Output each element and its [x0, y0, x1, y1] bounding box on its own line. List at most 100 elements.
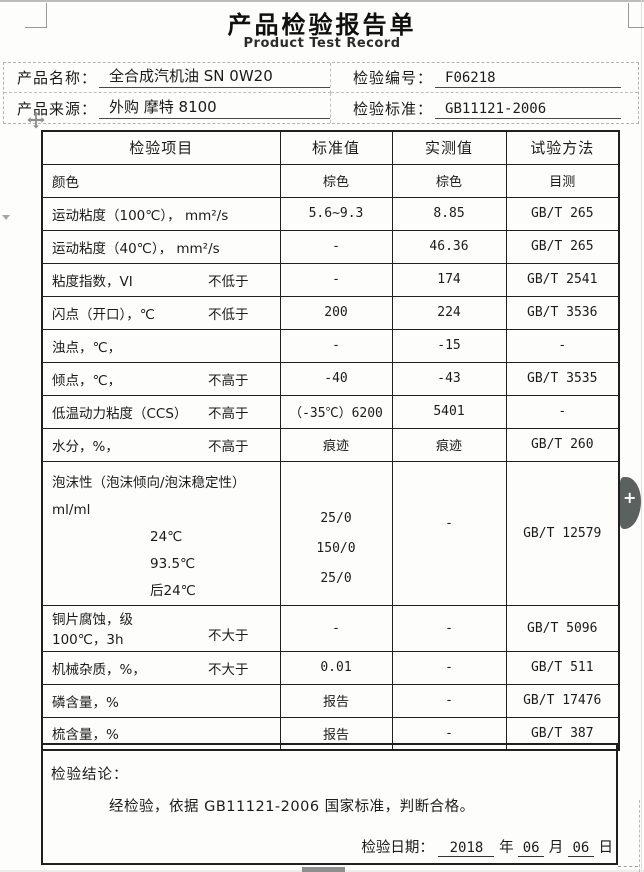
- info-field-label: 检验标准：: [353, 100, 434, 118]
- info-field-value: GB11121-2006: [435, 101, 622, 119]
- item-line: 运动粘度（40℃）， mm²/s: [52, 240, 220, 257]
- cell-item: 铜片腐蚀，级 100℃，3h 不大于: [41, 604, 281, 652]
- table-row: 运动粘度（100℃）， mm²/s 5.6~9.3 8.85 GB/T 265: [41, 196, 620, 231]
- table-row: 低温动力粘度（CCS） 不高于 （-35℃）6200 5401-: [41, 394, 620, 429]
- info-field: 检验编号： F06218: [331, 63, 638, 93]
- cell-standard: 痕迹: [279, 427, 393, 462]
- cell-measured: 5401: [391, 394, 507, 429]
- test-table: 检验项目 标准值 实测值 试验方法 颜色 棕色 棕色 目测 运动粘度（100℃）， mm²/s 5…: [41, 130, 620, 751]
- cell-method: GB/T 2541: [505, 262, 620, 297]
- item-line: 倾点，℃，: [52, 372, 122, 389]
- info-field-value: F06218: [435, 70, 622, 88]
- date-year: 2018: [438, 840, 495, 857]
- margin-arrow-icon: [2, 215, 10, 220]
- cell-item: 水分，%， 不高于: [41, 427, 281, 462]
- limit-qualifier: 不低于: [208, 306, 249, 323]
- table-row: 运动粘度（40℃）， mm²/s -46.36 GB/T 265: [41, 229, 620, 264]
- table-header-row: 检验项目 标准值 实测值 试验方法: [41, 130, 620, 165]
- cell-standard: 0.01: [279, 650, 393, 685]
- info-grid: 产品名称： 全合成汽机油 SN 0W20 检验编号： F06218 产品来源： 外购 摩特…: [3, 62, 639, 124]
- item-line: 100℃，3h: [52, 631, 124, 648]
- item-line: 机械杂质，%，: [52, 661, 146, 678]
- limit-qualifier: 不低于: [208, 273, 249, 290]
- cell-measured: 棕色: [391, 163, 507, 198]
- cell-measured: -43: [391, 361, 507, 396]
- limit-qualifier: 不大于: [208, 661, 249, 678]
- plus-icon: +: [623, 488, 637, 507]
- temp-line: 24℃: [150, 528, 183, 545]
- item-line: 粘度指数，VI: [52, 273, 133, 290]
- info-field: 产品来源： 外购 摩特 8100: [4, 93, 331, 123]
- cell-item: 运动粘度（40℃）， mm²/s: [41, 229, 281, 264]
- conclusion-label: 检验结论：: [51, 767, 129, 783]
- cell-method: GB/T 3536: [505, 295, 620, 330]
- table-header-cell: 检验项目: [41, 130, 281, 165]
- cell-measured: -: [391, 604, 507, 652]
- info-field: 检验标准： GB11121-2006: [331, 93, 638, 123]
- cell-item: 闪点（开口），℃ 不低于: [41, 295, 281, 330]
- cell-method: GB/T 17476: [505, 683, 620, 718]
- cell-standard: -: [279, 328, 393, 363]
- cell-standard: -: [279, 229, 393, 264]
- move-handle-icon[interactable]: [27, 111, 45, 129]
- test-table-body: 检验项目 标准值 实测值 试验方法 颜色 棕色 棕色 目测 运动粘度（100℃）， mm²/s 5…: [41, 130, 620, 751]
- cell-method: GB/T 260: [505, 427, 620, 462]
- date-day: 06: [567, 840, 594, 857]
- item-line: 浊点，℃，: [52, 339, 122, 356]
- cell-method: GB/T 265: [505, 229, 620, 264]
- page-subtitle: Product Test Record: [243, 36, 401, 51]
- item-line: 运动粘度（100℃）， mm²/s: [52, 207, 229, 224]
- cell-item: 运动粘度（100℃）， mm²/s: [41, 196, 281, 231]
- cell-item: 机械杂质，%， 不大于: [41, 650, 281, 685]
- item-line: 水分，%，: [52, 438, 119, 455]
- page-top-edge: [0, 0, 644, 2]
- std-line: 25/0: [320, 570, 352, 586]
- expand-plus-button[interactable]: +: [620, 477, 641, 529]
- cell-item: 颜色: [41, 163, 281, 198]
- cell-method: GB/T 5096: [505, 604, 620, 652]
- cell-item: 浊点，℃，: [41, 328, 281, 363]
- std-line: 150/0: [316, 540, 356, 556]
- item-line: ml/ml: [52, 501, 91, 518]
- table-row: 铜片腐蚀，级 100℃，3h 不大于 - - GB/T 5096: [41, 604, 620, 652]
- temp-line: 后24℃: [150, 582, 196, 599]
- table-row: 倾点，℃， 不高于 -40 -43 GB/T 3535: [41, 361, 620, 396]
- cell-measured: -: [391, 650, 507, 685]
- cell-standard: 5.6~9.3: [279, 196, 393, 231]
- date-year-unit: 年: [499, 840, 514, 856]
- cell-measured: 224: [391, 295, 507, 330]
- cell-measured: 痕迹: [391, 427, 507, 462]
- cell-standard: 报告: [279, 683, 393, 718]
- item-line: 磷含量，%: [52, 694, 119, 711]
- cell-standard: -: [279, 604, 393, 652]
- page-gap-divider: [302, 867, 345, 872]
- table-row: 粘度指数，VI 不低于 -174 GB/T 2541: [41, 262, 620, 297]
- cell-method: 目测: [505, 163, 620, 198]
- table-row: 水分，%， 不高于 痕迹 痕迹 GB/T 260: [41, 427, 620, 462]
- item-line: 闪点（开口），℃: [52, 306, 155, 323]
- limit-qualifier: 不高于: [208, 372, 249, 389]
- conclusion-box: 检验结论： 经检验，依据 GB11121-2006 国家标准，判断合格。 检验日…: [41, 743, 618, 865]
- cell-method: GB/T 12579: [505, 460, 620, 606]
- item-line: 泡沫性（泡沫倾向/泡沫稳定性）: [52, 474, 246, 491]
- cell-method: -: [505, 328, 620, 363]
- info-field-label: 检验编号：: [353, 69, 434, 87]
- table-row: 浊点，℃， - -15-: [41, 328, 620, 363]
- cell-measured: 174: [391, 262, 507, 297]
- table-header-cell: 标准值: [279, 130, 393, 165]
- cell-item: 低温动力粘度（CCS） 不高于: [41, 394, 281, 429]
- table-header-cell: 实测值: [391, 130, 507, 165]
- std-line: 25/0: [320, 510, 352, 526]
- cell-method: GB/T 511: [505, 650, 620, 685]
- text-boundary-dash-right: [639, 800, 640, 872]
- info-field-value: 外购 摩特 8100: [99, 96, 330, 119]
- date-day-unit: 日: [598, 840, 614, 856]
- info-field: 产品名称： 全合成汽机油 SN 0W20: [4, 63, 331, 93]
- cell-measured: -: [391, 460, 507, 606]
- table-row: 梳含量，% 报告 - GB/T 387: [41, 716, 620, 751]
- cell-item: 磷含量，%: [41, 683, 281, 718]
- cell-measured: 46.36: [391, 229, 507, 264]
- table-row: 机械杂质，%， 不大于 0.01- GB/T 511: [41, 650, 620, 685]
- cell-method: -: [505, 394, 620, 429]
